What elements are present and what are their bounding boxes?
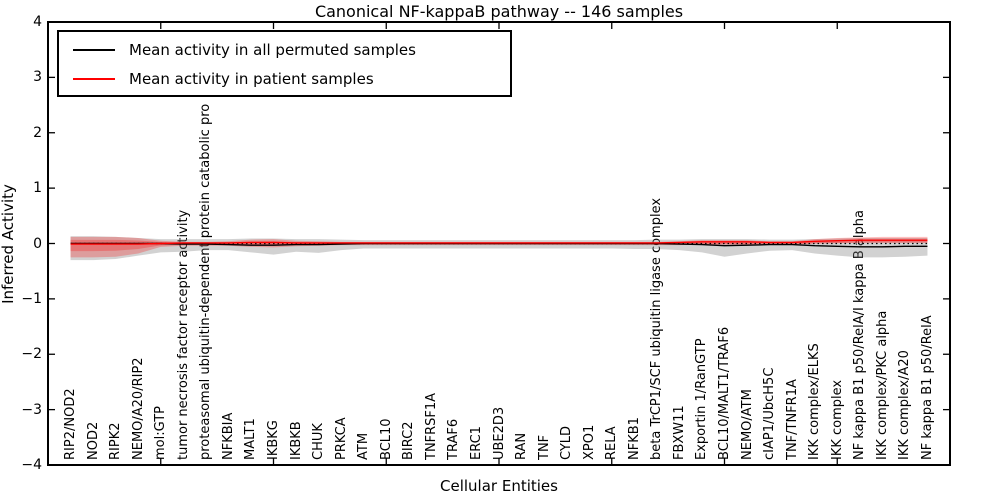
chart-title: Canonical NF-kappaB pathway -- 146 sampl…	[314, 2, 684, 21]
x-tick-label: RELA	[604, 426, 620, 460]
legend-line-patient-icon	[73, 77, 115, 80]
x-tick-label: IKK complex	[829, 379, 845, 460]
x-tick-label: PRKCA	[333, 417, 349, 460]
legend-label-permuted: Mean activity in all permuted samples	[129, 40, 416, 59]
x-tick-label: NFKB1	[626, 417, 642, 460]
x-tick-label: CYLD	[559, 425, 575, 460]
x-tick-label: BIRC2	[401, 421, 417, 461]
x-tick-label: RAN	[514, 432, 530, 460]
x-tick-label: proteasomal ubiquitin-dependent protein …	[198, 103, 214, 460]
legend-entry-permuted: Mean activity in all permuted samples	[59, 35, 510, 64]
x-tick-label: tumor necrosis factor receptor activity	[175, 209, 191, 460]
legend-label-patient: Mean activity in patient samples	[129, 69, 374, 88]
x-axis-label: Cellular Entities	[440, 477, 558, 495]
legend-line-permuted-icon	[73, 48, 115, 51]
x-tick-label: ERC1	[468, 426, 484, 460]
y-tick-label: 2	[33, 124, 42, 141]
x-tick-label: NEMO/ATM	[739, 389, 755, 460]
x-tick-label: cIAP1/UbcH5C	[762, 367, 778, 460]
y-axis-label: Inferred Activity	[0, 184, 17, 304]
x-tick-label: mol:GTP	[153, 406, 169, 460]
x-tick-label: TRAF6	[446, 418, 462, 460]
x-tick-label: beta TrCP1/SCF ubiquitin ligase complex	[649, 197, 665, 460]
x-tick-label: NF kappa B1 p50/RelA	[919, 315, 935, 460]
x-tick-label: NFKBIA	[220, 412, 236, 460]
x-tick-label: UBE2D3	[491, 406, 507, 460]
x-tick-label: RIPK2	[108, 422, 124, 460]
y-tick-label: 4	[33, 14, 42, 30]
x-tick-label: TNF/TNFR1A	[784, 379, 800, 460]
x-tick-label: IKBKG	[266, 420, 281, 460]
y-tick-label: 1	[33, 180, 42, 197]
x-tick-label: NOD2	[85, 421, 101, 460]
x-tick-label: Exportin 1/RanGTP	[694, 338, 710, 460]
x-tick-label: IKBKB	[288, 421, 304, 460]
y-tick-label: −4	[21, 457, 42, 473]
x-tick-label: CHUK	[311, 423, 327, 460]
y-tick-label: 3	[33, 69, 42, 86]
x-tick-label: ATM	[356, 432, 372, 460]
x-tick-label: BCL10/MALT1/TRAF6	[717, 326, 732, 460]
x-tick-label: TNF	[536, 434, 552, 460]
legend: Mean activity in all permuted samples Me…	[57, 30, 512, 97]
y-tick-label: −3	[21, 401, 42, 418]
x-tick-label: FBXW11	[671, 405, 687, 460]
y-tick-label: −1	[21, 290, 42, 307]
x-tick-label: BCL10	[378, 418, 394, 460]
x-tick-label: MALT1	[243, 418, 259, 460]
x-tick-label: NF kappa B1 p50/RelA/I kappa B alpha	[852, 210, 868, 460]
x-tick-label: RIP2/NOD2	[63, 388, 79, 460]
x-tick-label: XPO1	[581, 424, 597, 460]
x-tick-label: IKK complex/ELKS	[807, 343, 823, 460]
x-tick-label: TNFRSF1A	[423, 392, 439, 460]
x-tick-label: IKK complex/A20	[897, 350, 913, 460]
x-tick-label: IKK complex/PKC alpha	[874, 310, 890, 460]
legend-entry-patient: Mean activity in patient samples	[59, 64, 510, 93]
y-tick-label: 0	[33, 235, 42, 252]
y-tick-label: −2	[21, 346, 42, 363]
x-tick-label: NEMO/A20/RIP2	[130, 357, 146, 460]
